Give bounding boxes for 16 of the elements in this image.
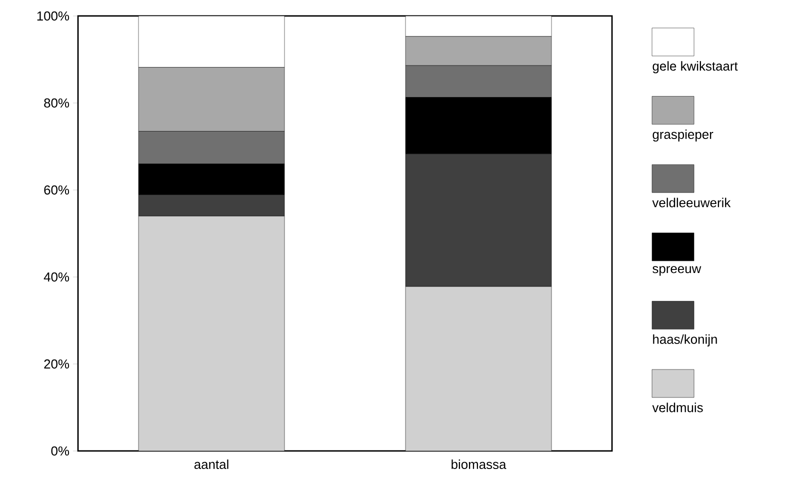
y-tick-label: 40% [44,272,70,282]
y-tick-label: 20% [44,359,70,369]
legend-label: spreeuw [652,266,702,276]
bar [405,286,552,451]
legend-label: haas/konijn [653,334,717,346]
legend-label: gele kwikstaart [652,61,738,74]
x-tick-label: aantal [194,460,228,470]
y-tick-label: 100% [37,11,70,21]
x-tick-label: biomassa [452,460,506,470]
y-tick-label: 80% [44,98,70,108]
legend-label: veldleeuwerik [652,198,731,208]
legend-label: veldmuis [652,402,703,412]
bar [138,216,285,451]
legend-label: graspieper [652,129,714,142]
y-tick-label: 60% [44,185,70,195]
y-tick-label: 0% [51,446,70,456]
